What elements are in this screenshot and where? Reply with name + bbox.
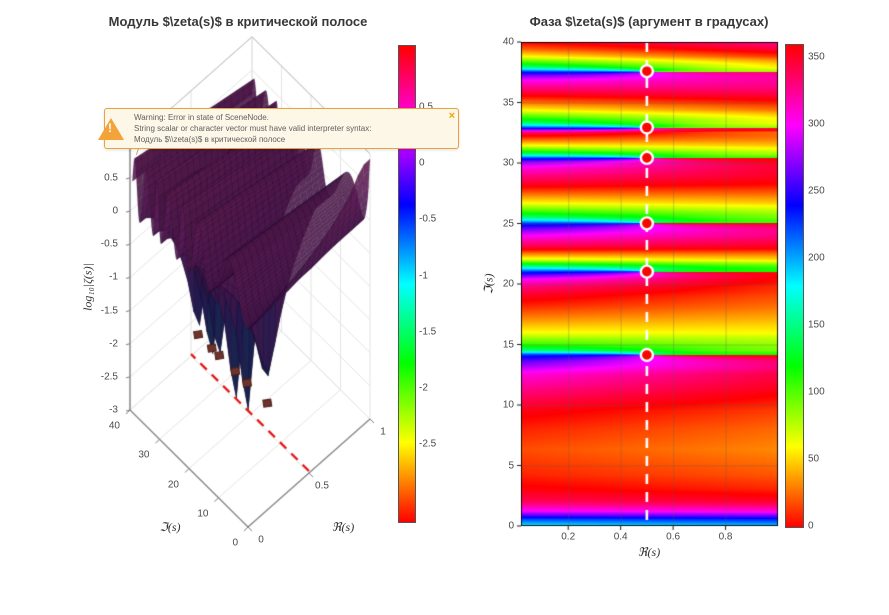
phase-colorbar-tick-label: 0 (808, 520, 814, 532)
surface-z-axis-label: log₁₀|ζ(s)| (80, 263, 95, 311)
surface-y-tick-label: 10 (197, 508, 209, 520)
warning-line-2: String scalar or character vector must h… (134, 124, 372, 133)
heatmap-y-tick-label: 40 (502, 36, 514, 48)
surface-colorbar-tick-label: 0.5 (419, 101, 433, 113)
surface-colorbar-tick-label: -0.5 (419, 213, 437, 225)
phase-colorbar-tick-label: 150 (808, 319, 825, 331)
warning-line-3: Модуль $\\zeta(s)$ в критической полосе (134, 135, 286, 144)
surface-colorbar (398, 45, 416, 523)
heatmap-y-axis-label: ℑ(s) (481, 273, 496, 295)
phase-colorbar (785, 44, 804, 528)
heatmap-y-tick-label: 30 (502, 157, 514, 169)
heatmap-x-axis-label: ℜ(s) (637, 545, 661, 559)
heatmap-y-tick-label: 10 (502, 399, 514, 411)
heatmap-y-tick-label: 15 (502, 339, 514, 350)
phase-colorbar-tick-label: 350 (808, 51, 825, 63)
surface-x-axis-label: ℜ(s) (331, 520, 355, 534)
warning-triangle-icon: ! (98, 118, 124, 140)
surface-x-tick-label: 0.5 (315, 480, 329, 492)
warning-tooltip: ! × Warning: Error in state of SceneNode… (98, 108, 459, 155)
phase-plot-title: Фаза $\zeta(s)$ (аргумент в градусах) (529, 14, 769, 29)
heatmap-x-tick-label: 0.8 (718, 531, 733, 543)
surface-z-tick-label: -3 (109, 404, 118, 416)
surface-y-tick-label: 0 (232, 537, 238, 549)
surface-x-tick-label: 1 (380, 426, 386, 438)
surface-x-tick-label: 0 (258, 534, 264, 546)
surface-z-tick-label: 0 (112, 205, 118, 217)
heatmap-x-tick-label: 0.4 (613, 531, 628, 543)
surface-z-tick-label: -0.5 (100, 238, 118, 250)
surface-y-tick-label: 20 (167, 479, 179, 490)
phase-colorbar-tick-label: 200 (808, 252, 825, 264)
phase-colorbar-tick-label: 100 (808, 386, 825, 398)
heatmap-y-tick-label: 0 (508, 520, 514, 532)
heatmap-x-tick-label: 0.6 (666, 531, 681, 543)
heatmap-y-tick-label: 35 (502, 97, 514, 108)
warning-close-icon[interactable]: × (448, 110, 455, 122)
surface-y-tick-label: 30 (138, 449, 150, 461)
warning-line-1: Warning: Error in state of SceneNode. (134, 113, 269, 122)
surface-colorbar-tick-label: 0 (419, 157, 425, 169)
surface-colorbar-tick-label: -2.5 (419, 438, 437, 450)
surface-y-axis-label: ℑ(s) (159, 520, 181, 534)
surface-colorbar-tick-label: -1 (419, 270, 428, 282)
surface-plot-title: Модуль $\zeta(s)$ в критической полосе (108, 14, 368, 29)
surface-z-tick-label: -2 (109, 338, 118, 350)
surface-colorbar-tick-label: -1.5 (419, 326, 437, 338)
surface-z-tick-label: -1.5 (100, 305, 118, 317)
phase-colorbar-tick-label: 300 (808, 118, 825, 130)
surface-z-tick-label: 0.5 (104, 172, 118, 184)
heatmap-y-tick-label: 5 (508, 460, 514, 471)
phase-colorbar-tick-label: 50 (808, 453, 820, 465)
heatmap-y-tick-label: 25 (502, 218, 514, 229)
surface-z-tick-label: -2.5 (100, 371, 118, 383)
surface-z-tick-label: -1 (109, 271, 118, 283)
surface-y-tick-label: 40 (108, 420, 120, 432)
phase-colorbar-tick-label: 250 (808, 185, 825, 197)
heatmap-x-tick-label: 0.2 (561, 531, 576, 543)
surface-colorbar-tick-label: -2 (419, 382, 428, 394)
heatmap-y-tick-label: 20 (502, 278, 514, 290)
